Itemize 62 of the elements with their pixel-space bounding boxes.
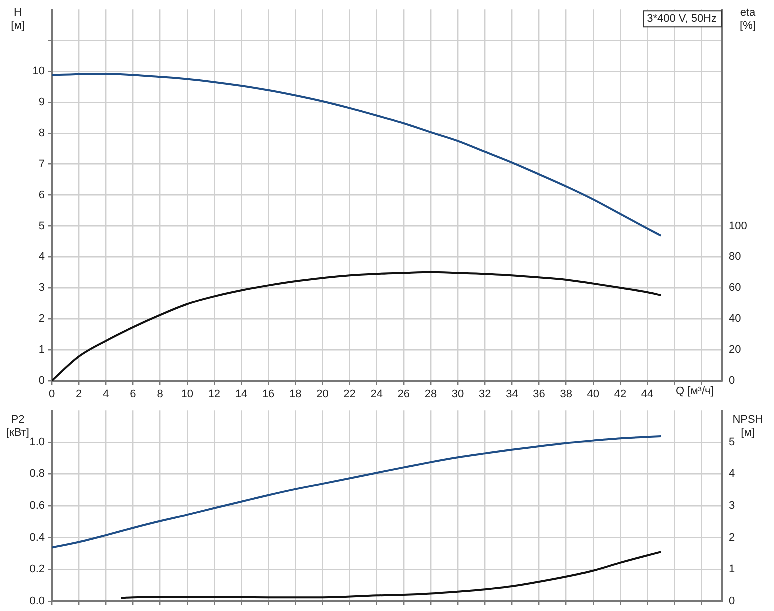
x-tick-label: 10: [181, 388, 194, 401]
y2-tick-label: 20: [729, 344, 742, 356]
y-tick-label: 2: [38, 313, 45, 326]
x-tick-label: 0: [48, 388, 56, 401]
x-tick-label: 28: [424, 388, 438, 401]
x-tick-label: 32: [479, 388, 492, 401]
y-tick-label: 8: [38, 127, 45, 140]
y-tick-label: 7: [38, 158, 45, 170]
y-tick-label: 0.6: [30, 500, 45, 512]
y2-tick-label: 5: [729, 436, 736, 448]
y-tick-label: 1.0: [30, 436, 45, 448]
y-tick-label: 0.0: [30, 595, 45, 608]
annotation: 3*400 V, 50Hz: [647, 13, 718, 26]
line-series: [52, 72, 662, 237]
x-tick-label: 18: [290, 388, 302, 401]
line-series: [52, 436, 662, 549]
x-tick-label: 24: [370, 388, 383, 401]
x-tick-label: 14: [235, 388, 248, 401]
x-tick-label: 36: [533, 388, 546, 401]
y2-tick-label: 0: [729, 375, 736, 388]
x-tick-label: 30: [452, 388, 464, 401]
x-tick-label: 26: [398, 388, 410, 401]
x-tick-label: 12: [208, 388, 221, 401]
y-tick-label: 9: [38, 96, 45, 108]
y2-tick-label: 100: [729, 220, 748, 232]
y-tick-label: 1: [38, 344, 45, 356]
y2-tick-label: 40: [729, 313, 742, 326]
y-tick-label: 0.2: [30, 564, 45, 576]
y-tick-label: 4: [38, 251, 45, 264]
y2-tick-label: 0: [729, 595, 736, 608]
y2-tick-label: 3: [729, 500, 736, 512]
y2-tick-label: 4: [729, 468, 736, 480]
y-tick-label: 6: [38, 189, 45, 202]
x-tick-label: 20: [316, 388, 329, 401]
x-tick-label: 6: [130, 388, 136, 401]
x-tick-label: 40: [587, 388, 600, 401]
x-tick-label: 34: [506, 388, 518, 401]
y2-axis-title: eta [%]: [740, 7, 757, 32]
x-tick-label: 2: [76, 388, 82, 401]
y-tick-label: 0.4: [30, 532, 45, 544]
x-tick-label: 38: [560, 388, 572, 401]
y2-tick-label: 2: [729, 532, 736, 544]
x-tick-label: 42: [614, 388, 627, 401]
y-tick-label: 3: [38, 282, 45, 294]
y-tick-label: 0.8: [30, 468, 45, 480]
x-tick-label: 4: [103, 388, 110, 401]
y-tick-label: 0: [38, 375, 45, 388]
line-series: [52, 271, 662, 381]
y2-tick-label: 60: [729, 282, 742, 294]
line-series: [120, 551, 662, 600]
y-tick-label: 10: [32, 66, 45, 78]
x-tick-label: 44: [641, 388, 654, 401]
x-tick-label: 16: [262, 388, 275, 401]
x-tick-label: 22: [344, 388, 356, 401]
x-tick-label: 8: [157, 388, 164, 401]
y-axis-title: H [м]: [11, 7, 25, 32]
y2-tick-label: 1: [729, 564, 736, 576]
y2-axis-title: NPSH [м]: [732, 414, 764, 440]
x-axis-title: Q [м³/ч]: [676, 386, 714, 398]
y-tick-label: 5: [38, 220, 45, 232]
y2-tick-label: 80: [729, 251, 742, 264]
y-axis-title: P2 [кВт]: [6, 414, 30, 440]
